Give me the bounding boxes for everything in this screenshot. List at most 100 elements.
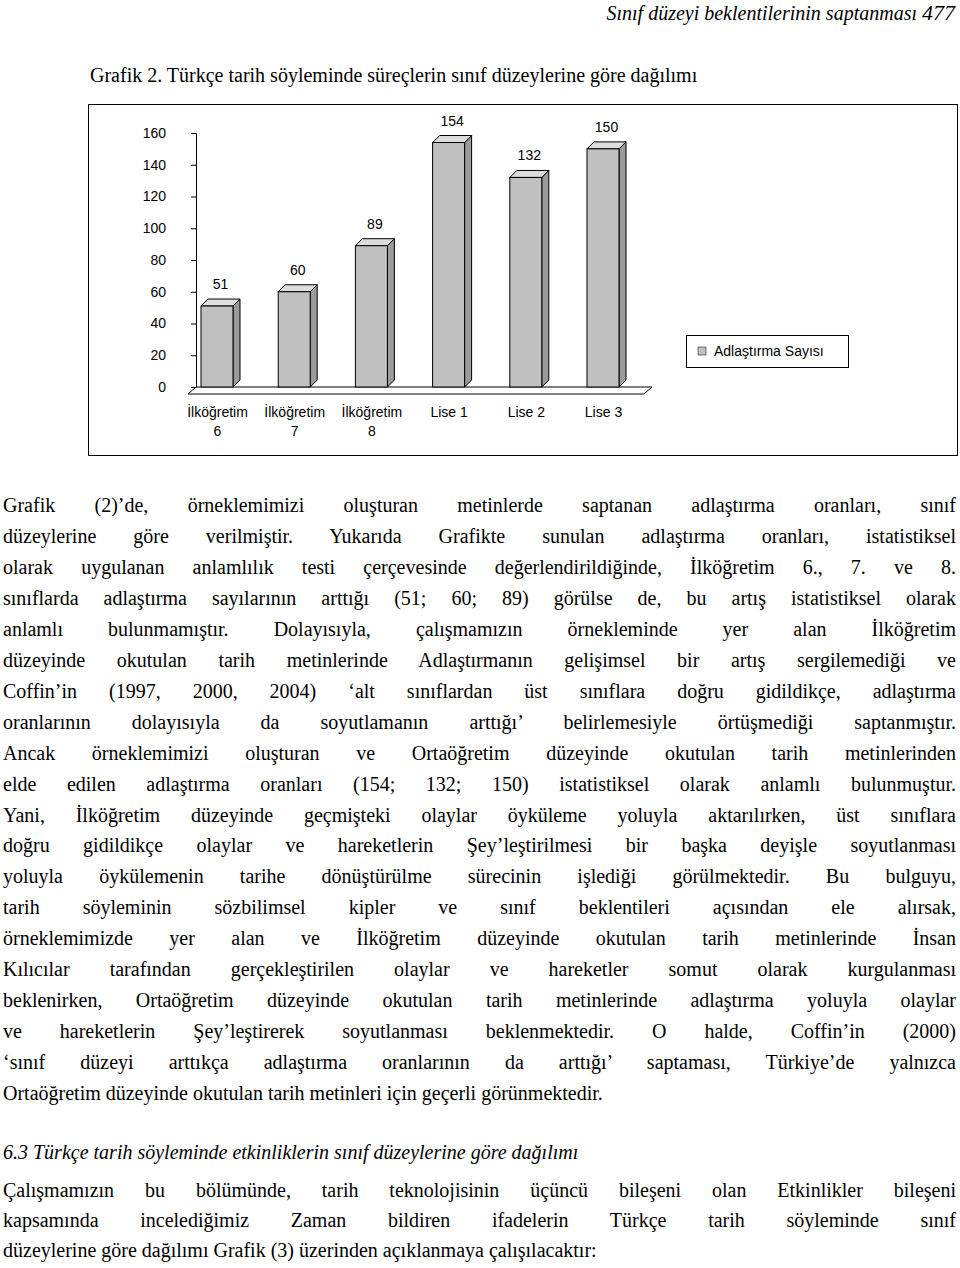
y-tick-mark (191, 387, 196, 388)
y-axis: 0 20 40 60 80 100 120 140 160 (143, 125, 197, 395)
chart-title: Grafik 2. Türkçe tarih söyleminde süreçl… (90, 64, 698, 87)
text-line: Kılıcılar tarafından gerçekleştirilen ol… (3, 954, 956, 984)
legend-swatch (698, 347, 706, 355)
text-line: doğru gidildikçe olaylar ve hareketlerin… (3, 830, 956, 860)
text-line: kapsamında incelediğimiz Zaman bildiren … (3, 1205, 956, 1235)
text-line: Ancak örneklemimizi oluşturan ve Ortaöğr… (3, 738, 956, 768)
y-tick-label: 40 (150, 315, 166, 331)
text-line: düzeylerine göre dağılımı Grafik (3) üze… (3, 1235, 956, 1265)
y-tick-mark (191, 228, 196, 229)
data-label: 51 (213, 276, 229, 292)
x-tick-label: İlköğretim7 (264, 403, 325, 439)
page-number: 477 (922, 0, 955, 25)
floor (188, 387, 652, 394)
text-line: yoluyla öykülemenin tarihe dönüştürülme … (3, 861, 956, 891)
y-tick-mark (191, 292, 196, 293)
bar-top (201, 299, 240, 306)
bar-3d (510, 170, 549, 387)
data-label: 150 (595, 119, 619, 135)
section-heading: 6.3 Türkçe tarih söyleminde etkinlikleri… (3, 1137, 578, 1167)
bar (355, 246, 387, 387)
bar-top (587, 142, 626, 149)
text-line: Çalışmamızın bu bölümünde, tarih teknolo… (3, 1175, 956, 1205)
chart: Grafik 2. Türkçe tarih söyleminde süreçl… (0, 0, 960, 470)
bar-top (355, 239, 394, 246)
data-label: 60 (290, 262, 306, 278)
text-line: örneklemimizde yer alan ve İlköğretim dü… (3, 923, 956, 953)
text-line: elde edilen adlaştırma oranları (154; 13… (3, 769, 956, 799)
text-line: Grafik (2)’de, örneklemimizi oluşturan m… (3, 490, 956, 520)
y-tick: 120 (143, 188, 196, 204)
x-tick: İlköğretim6 (187, 387, 248, 439)
x-tick-label: İlköğretim6 (187, 403, 248, 439)
y-tick-label: 60 (150, 284, 166, 300)
data-label: 154 (440, 113, 464, 129)
text-line: beklenirken, Ortaöğretim düzeyinde okutu… (3, 985, 956, 1015)
y-tick-mark (191, 133, 196, 134)
y-tick-mark (191, 197, 196, 198)
legend-label: Adlaştırma Sayısı (714, 343, 824, 359)
bar-3d (278, 285, 317, 387)
y-tick: 140 (143, 157, 196, 173)
y-tick: 40 (150, 315, 196, 331)
bar-3d (355, 239, 394, 387)
text-line: Yani, İlköğretim düzeyinde geçmişteki ol… (3, 800, 956, 830)
data-label: 132 (518, 147, 542, 163)
bar-side (387, 239, 394, 387)
text-line: sınıflarda adlaştırma sayılarının arttığ… (3, 583, 956, 613)
y-tick-label: 80 (150, 252, 166, 268)
bars (201, 136, 626, 387)
text-line: olarak uygulanan anlamlılık testi çerçev… (3, 552, 956, 582)
text-line: Coffin’in (1997, 2000, 2004) ‘alt sınıfl… (3, 676, 956, 706)
y-tick-mark (191, 260, 196, 261)
bar-3d (433, 136, 472, 387)
x-tick-label: Lise 3 (585, 404, 623, 420)
y-axis-line (191, 134, 197, 388)
bar (433, 143, 465, 387)
legend: Adlaştırma Sayısı (687, 336, 849, 368)
x-axis: İlköğretim6 İlköğretim7 İlköğretim8 Lise 1 L… (187, 387, 622, 439)
y-tick-mark (191, 324, 196, 325)
text-line: anlamlı bulunmamıştır. Dolayısıyla, çalı… (3, 614, 956, 644)
x-tick: Lise 1 (430, 387, 468, 420)
x-tick-label: Lise 2 (508, 404, 546, 420)
x-tick-label: İlköğretim8 (342, 403, 403, 439)
bar-side (619, 142, 626, 387)
text-line: düzeylerine göre verilmiştir. Yukarıda G… (3, 521, 956, 551)
y-tick: 0 (158, 379, 196, 395)
y-tick-label: 20 (150, 347, 166, 363)
text-line: düzeyinde okutulan tarih metinlerinde Ad… (3, 645, 956, 675)
text-line: tarih söyleminin sözbilimsel kipler ve s… (3, 892, 956, 922)
page: { "running_head": "Sınıf düzeyi beklenti… (0, 0, 960, 1268)
y-tick: 160 (143, 125, 196, 141)
bar-side (310, 285, 317, 387)
y-tick: 80 (150, 252, 196, 268)
y-tick-label: 140 (143, 157, 167, 173)
bar-side (233, 299, 240, 387)
y-tick-label: 0 (158, 379, 166, 395)
x-tick: Lise 2 (508, 387, 546, 420)
running-head-text: Sınıf düzeyi beklentilerinin saptanması (606, 2, 917, 24)
bar-side (542, 170, 549, 387)
text-line: ‘sınıf düzeyi arttıkça adlaştırma oranla… (3, 1047, 956, 1077)
data-labels: 51 60 89 154 132 150 (213, 113, 619, 293)
y-tick: 20 (150, 347, 196, 363)
x-tick-label: Lise 1 (430, 404, 468, 420)
chart-frame (89, 105, 958, 456)
bar (510, 177, 542, 387)
text-line: Ortaöğretim düzeyinde okutulan tarih met… (3, 1078, 956, 1108)
data-label: 89 (367, 216, 383, 232)
y-tick-label: 100 (143, 220, 167, 236)
bar-top (510, 170, 549, 177)
y-tick-label: 120 (143, 188, 167, 204)
y-tick: 100 (143, 220, 196, 236)
bar-3d (201, 299, 240, 387)
x-tick: İlköğretim7 (264, 387, 325, 439)
y-tick-mark (191, 355, 196, 356)
bar-top (278, 285, 317, 292)
running-head: Sınıf düzeyi beklentilerinin saptanması … (606, 0, 955, 26)
x-tick: Lise 3 (585, 387, 623, 420)
text-line: ve hareketlerin Şey’leştirerek soyutlanm… (3, 1016, 956, 1046)
bar (278, 292, 310, 387)
legend-box (687, 336, 849, 368)
